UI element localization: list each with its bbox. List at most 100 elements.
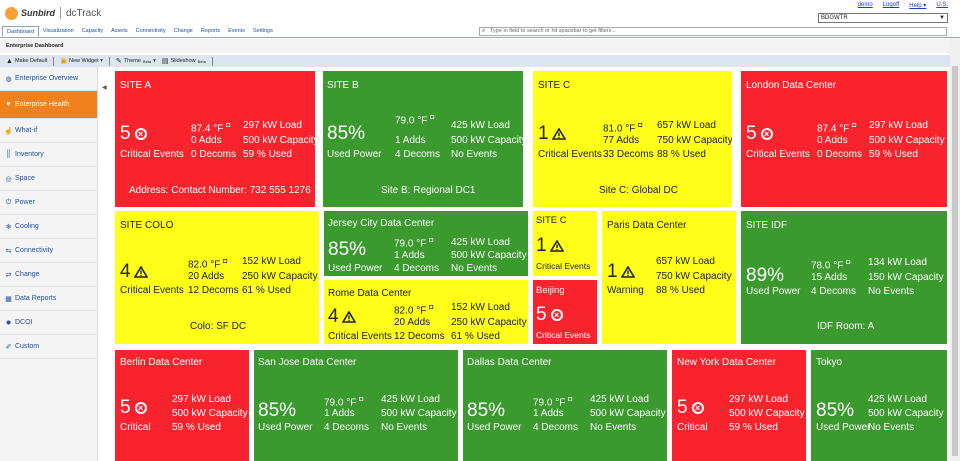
tile-metric-value: 5 bbox=[120, 397, 131, 418]
site-tile-berlin[interactable]: Berlin Data Center 5 × Critical 297 kW Lo… bbox=[115, 350, 249, 461]
tab-visualization[interactable]: Visualization bbox=[42, 28, 74, 34]
tile-events: No Events bbox=[381, 422, 428, 433]
sidebar-item-data-reports[interactable]: ▦ Data Reports bbox=[0, 287, 97, 311]
vertical-scrollbar[interactable] bbox=[950, 38, 960, 461]
tile-temperature: 79.0 °F ◘ bbox=[324, 394, 363, 409]
sunbird-logo: Sunbird dcTrack bbox=[5, 6, 101, 20]
sidebar-item-space[interactable]: ◎ Space bbox=[0, 167, 97, 191]
site-tile-site-b[interactable]: SITE B 85% Used Power 79.0 °F ◘ 1 Adds 4… bbox=[323, 71, 523, 207]
tile-title: Rome Data Center bbox=[328, 288, 412, 299]
tile-temperature: 79.0 °F ◘ bbox=[395, 112, 434, 127]
sidebar-collapse[interactable]: ◀ bbox=[99, 67, 112, 461]
sidebar-item-custom[interactable]: ✐ Custom bbox=[0, 335, 97, 359]
tile-metric-value: 1 bbox=[536, 235, 547, 256]
tile-metric-label: Critical Events bbox=[328, 331, 392, 342]
sidebar-item-change[interactable]: ⇄ Change bbox=[0, 263, 97, 287]
tab-connectivity[interactable]: Connectivity bbox=[135, 28, 166, 34]
site-tile-beijing[interactable]: Beijing 5 × Critical Events bbox=[533, 280, 597, 344]
search-input[interactable]: ⌕ Type in field to search or hit spacebar… bbox=[479, 27, 947, 36]
sidebar-item-what-if[interactable]: ☝ What-if bbox=[0, 119, 97, 143]
critical-icon: × bbox=[134, 127, 147, 140]
tile-capacity: 250 kW Capacity bbox=[451, 317, 527, 328]
theme-button[interactable]: ✎ Theme Beta ▾ bbox=[114, 58, 158, 65]
temperature-icon: ◘ bbox=[429, 304, 434, 311]
tile-used: 88 % Used bbox=[657, 149, 706, 160]
user-link[interactable]: demo bbox=[857, 2, 873, 8]
temperature-icon: ◘ bbox=[226, 122, 231, 129]
tile-capacity: 750 kW Capacity bbox=[656, 271, 732, 282]
sidebar-item-inventory[interactable]: ║ Inventory bbox=[0, 143, 97, 167]
sidebar-item-dcoi[interactable]: ✹ DCOI bbox=[0, 311, 97, 335]
sidebar-item-label: Data Reports bbox=[15, 295, 57, 302]
tile-metric: 1 bbox=[607, 261, 635, 283]
sidebar-item-enterprise-overview[interactable]: ◍ Enterprise Overview bbox=[0, 67, 97, 91]
make-default-button[interactable]: ▲ Make Default bbox=[4, 58, 49, 65]
tile-title: Dallas Data Center bbox=[467, 357, 552, 368]
temperature-icon: ◘ bbox=[852, 122, 857, 129]
tab-change[interactable]: Change bbox=[173, 28, 193, 34]
site-tile-paris[interactable]: Paris Data Center 1 Warning 657 kW Load … bbox=[602, 211, 736, 344]
site-tile-new-york[interactable]: New York Data Center 5 × Critical 297 kW … bbox=[672, 350, 806, 461]
tile-decoms: 33 Decoms bbox=[603, 149, 654, 160]
temperature-icon: ◘ bbox=[846, 259, 851, 266]
breadcrumb: Enterprise Dashboard bbox=[0, 39, 960, 53]
tile-temperature: 82.0 °F ◘ bbox=[188, 256, 227, 271]
site-tile-site-a[interactable]: SITE A 5 × Critical Events 87.4 °F ◘ 0 Ad… bbox=[115, 71, 315, 207]
tile-capacity: 500 kW Capacity bbox=[869, 135, 945, 146]
tile-temperature: 81.0 °F ◘ bbox=[603, 120, 642, 135]
sidebar-item-enterprise-health[interactable]: ♥ Enterprise Health bbox=[0, 91, 97, 119]
sidebar-item-label: Inventory bbox=[15, 151, 44, 158]
tile-capacity: 500 kW Capacity bbox=[381, 408, 457, 419]
site-tile-site-c[interactable]: SITE C 1 Critical Events 81.0 °F ◘ 77 Ad… bbox=[533, 71, 732, 207]
tile-load: 152 kW Load bbox=[451, 302, 510, 313]
temperature-value: 82.0 °F bbox=[394, 305, 427, 317]
site-tile-jersey-city[interactable]: Jersey City Data Center 85% Used Power 7… bbox=[324, 211, 528, 276]
tile-title: New York Data Center bbox=[677, 357, 776, 368]
tile-decoms: 4 Decoms bbox=[324, 422, 370, 433]
sidebar-item-power[interactable]: ⏻ Power bbox=[0, 191, 97, 215]
tab-events[interactable]: Events bbox=[228, 28, 245, 34]
locale-link[interactable]: U.S. bbox=[936, 2, 948, 8]
globe-icon: ◍ bbox=[5, 75, 12, 83]
toolbar-divider bbox=[108, 56, 110, 66]
tile-metric-label: Used Power bbox=[328, 263, 383, 274]
brand-name: Sunbird bbox=[21, 8, 55, 18]
slideshow-button[interactable]: ▤ Slideshow Beta bbox=[160, 58, 208, 65]
logoff-link[interactable]: Logoff bbox=[882, 2, 900, 8]
site-tile-site-colo[interactable]: SITE COLO 4 Critical Events 82.0 °F ◘ 20… bbox=[115, 211, 319, 344]
sidebar-item-label: DCOI bbox=[15, 319, 33, 326]
critical-icon: × bbox=[134, 401, 147, 414]
tile-footer: Site C: Global DC bbox=[599, 185, 678, 196]
site-tile-london[interactable]: London Data Center 5 × Critical Events 87… bbox=[741, 71, 947, 207]
site-select[interactable]: BDGWTR ▼ bbox=[818, 13, 948, 23]
site-tile-tokyo[interactable]: Tokyo 85% Used Power 425 kW Load 500 kW … bbox=[811, 350, 947, 461]
sidebar-item-cooling[interactable]: ❄ Cooling bbox=[0, 215, 97, 239]
tile-load: 657 kW Load bbox=[656, 256, 715, 267]
tile-temperature: 87.4 °F ◘ bbox=[191, 120, 230, 135]
target-icon: ◎ bbox=[5, 175, 12, 183]
site-tile-site-c-small[interactable]: SITE C 1 Critical Events bbox=[533, 211, 597, 276]
new-widget-button[interactable]: ▣ New Widget ▾ bbox=[58, 58, 105, 65]
tab-assets[interactable]: Assets bbox=[111, 28, 128, 34]
site-tile-site-idf[interactable]: SITE IDF 89% Used Power 78.0 °F ◘ 15 Add… bbox=[741, 211, 947, 344]
tile-metric-value: 85% bbox=[258, 400, 297, 421]
tab-dashboard[interactable]: Dashboard bbox=[2, 26, 39, 37]
site-tile-rome[interactable]: Rome Data Center 4 Critical Events 82.0 … bbox=[324, 280, 528, 344]
help-link[interactable]: Help ▾ bbox=[909, 3, 927, 9]
tile-used: 59 % Used bbox=[172, 422, 221, 433]
tile-capacity: 150 kW Capacity bbox=[868, 272, 944, 283]
temperature-value: 79.0 °F bbox=[324, 397, 357, 409]
scrollbar-thumb[interactable] bbox=[952, 66, 958, 456]
tile-adds: 1 Adds bbox=[394, 250, 425, 261]
tile-metric-label: Critical Events bbox=[120, 285, 184, 296]
site-tile-dallas[interactable]: Dallas Data Center 85% Used Power 79.0 °… bbox=[463, 350, 667, 461]
tab-settings[interactable]: Settings bbox=[252, 28, 273, 34]
tab-capacity[interactable]: Capacity bbox=[81, 28, 104, 34]
sidebar-item-connectivity[interactable]: ⇆ Connectivity bbox=[0, 239, 97, 263]
site-tile-san-jose[interactable]: San Jose Data Center 85% Used Power 79.0… bbox=[254, 350, 458, 461]
tile-metric-value: 4 bbox=[328, 306, 339, 327]
temperature-icon: ◘ bbox=[638, 122, 643, 129]
tile-capacity: 500 kW Capacity bbox=[590, 408, 666, 419]
tile-metric-value: 4 bbox=[120, 261, 131, 282]
tab-reports[interactable]: Reports bbox=[200, 28, 221, 34]
